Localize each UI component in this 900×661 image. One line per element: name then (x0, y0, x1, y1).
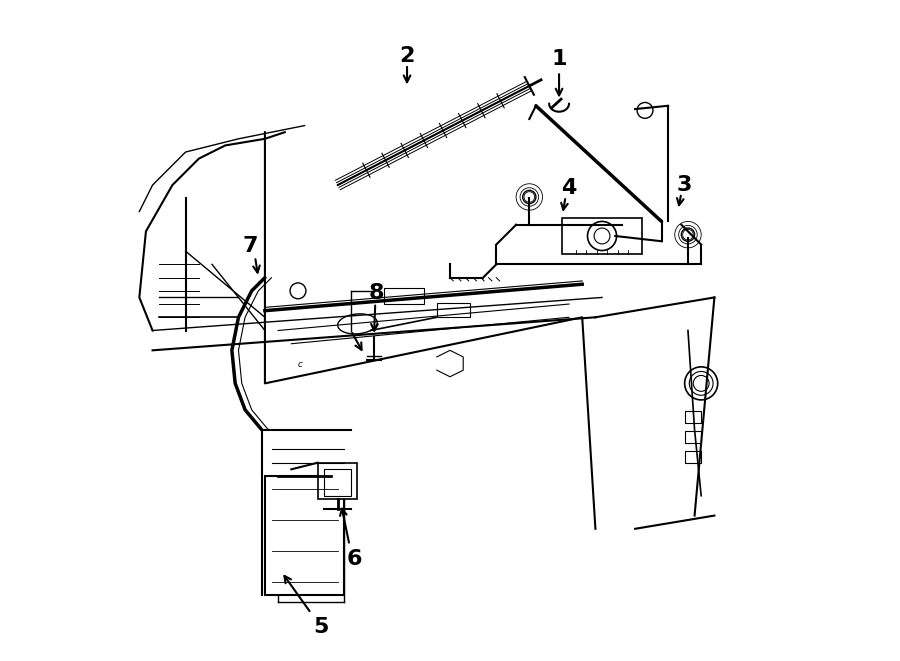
Bar (685, 411, 701, 423)
Circle shape (693, 375, 709, 391)
Text: 8: 8 (368, 283, 383, 303)
Circle shape (594, 228, 610, 244)
Bar (562, 218, 642, 254)
Circle shape (681, 228, 695, 241)
Text: 3: 3 (677, 175, 692, 195)
Circle shape (523, 190, 536, 204)
Circle shape (588, 221, 617, 251)
Text: 6: 6 (346, 549, 362, 568)
Text: 2: 2 (400, 46, 415, 66)
Bar (436, 303, 470, 317)
Bar (384, 288, 424, 304)
Circle shape (290, 283, 306, 299)
Bar (265, 476, 344, 595)
Ellipse shape (338, 314, 377, 334)
Bar (318, 463, 357, 499)
Text: c: c (298, 360, 302, 369)
Bar (685, 431, 701, 443)
Text: 4: 4 (562, 178, 577, 198)
Text: 7: 7 (243, 236, 258, 256)
Bar (324, 469, 351, 496)
Text: 5: 5 (313, 617, 328, 637)
Circle shape (689, 371, 713, 395)
Circle shape (637, 102, 652, 118)
Circle shape (685, 367, 717, 400)
Bar (685, 451, 701, 463)
Text: 1: 1 (552, 50, 567, 69)
